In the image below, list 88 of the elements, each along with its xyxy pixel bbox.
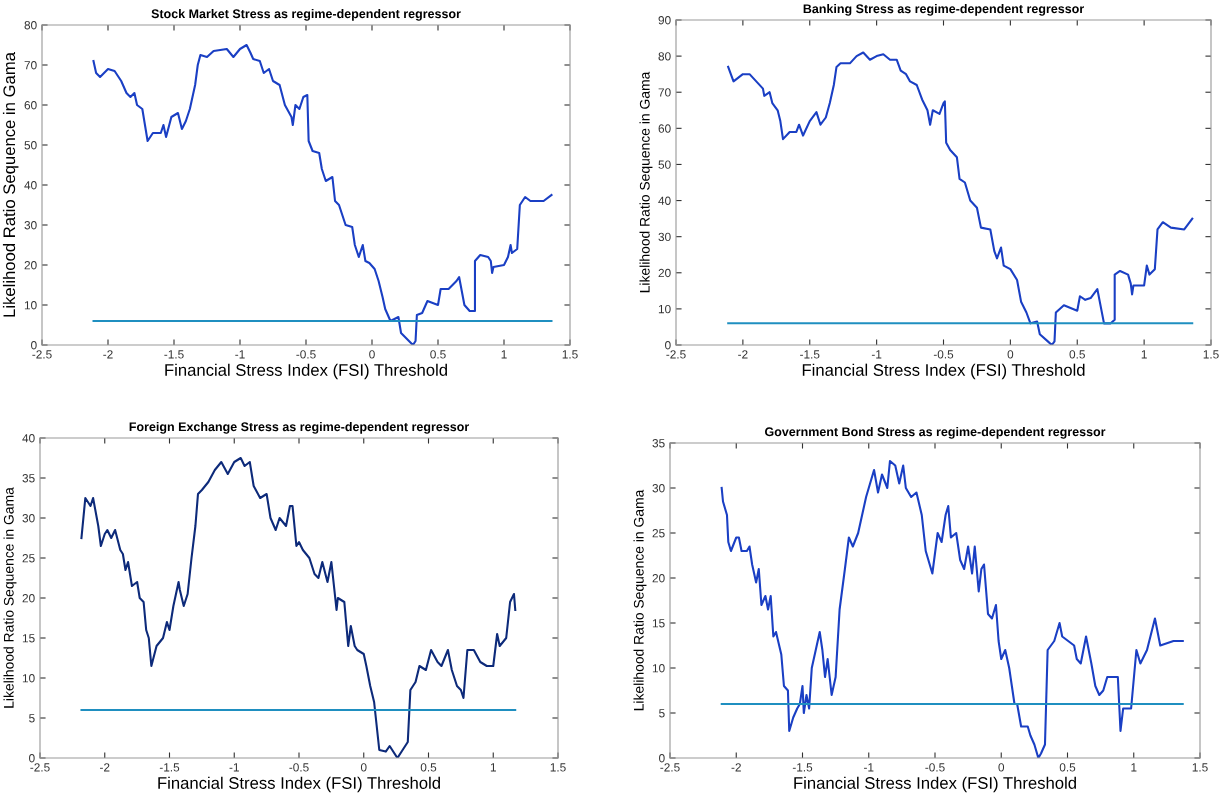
chart-title: Stock Market Stress as regime-dependent regressor	[151, 9, 461, 21]
y-tick-label: 10	[22, 674, 35, 683]
x-tick-label: -2	[100, 763, 110, 772]
y-tick-label: 25	[22, 554, 35, 563]
y-tick-label: 0	[665, 341, 671, 350]
y-tick-label: 70	[658, 88, 671, 97]
x-axis-title: Financial Stress Index (FSI) Threshold	[165, 363, 447, 380]
y-tick-label: 60	[658, 124, 671, 133]
y-tick-label: 40	[658, 196, 671, 205]
y-tick-label: 70	[24, 61, 37, 70]
x-tick-label: 1.5	[1203, 350, 1219, 359]
x-tick-label: -1	[229, 763, 239, 772]
chart-title: Government Bond Stress as regime-dependent regressor	[764, 427, 1106, 439]
x-tick-label: 0.5	[1069, 350, 1085, 359]
y-tick-label: 30	[652, 484, 665, 493]
y-tick-label: 35	[652, 439, 665, 448]
line-series	[80, 456, 517, 758]
x-tick-label: 1.5	[550, 763, 566, 772]
y-tick-label: 10	[652, 664, 665, 673]
y-tick-label: 15	[652, 619, 665, 628]
y-tick-label: 20	[652, 574, 665, 583]
y-axis-title: Likelihood Ratio Sequence in Gama	[633, 489, 647, 711]
x-axis-title: Financial Stress Index (FSI) Threshold	[802, 363, 1085, 380]
x-tick-label: 0.5	[430, 350, 446, 359]
y-tick-label: 40	[22, 434, 35, 443]
x-tick-label: 1.5	[562, 350, 578, 359]
x-tick-label: -2	[731, 763, 741, 772]
x-tick-label: -0.5	[296, 350, 316, 359]
y-tick-label: 0	[659, 754, 665, 763]
y-tick-label: 10	[658, 304, 671, 314]
x-axis-title: Financial Stress Index (FSI) Threshold	[158, 776, 440, 793]
x-tick-label: 1	[490, 763, 496, 772]
x-tick-label: 1	[501, 350, 507, 359]
y-tick-label: 0	[29, 754, 35, 763]
y-tick-label: 5	[659, 709, 665, 718]
y-tick-label: 35	[22, 474, 35, 483]
x-tick-label: 0	[998, 763, 1005, 772]
chart-title: Foreign Exchange Stress as regime-dependent regressor	[129, 422, 470, 434]
y-tick-label: 15	[22, 634, 35, 643]
y-tick-label: 40	[24, 181, 37, 190]
y-tick-label: 90	[658, 16, 671, 25]
x-tick-label: 0	[369, 350, 375, 359]
line-series	[92, 43, 553, 345]
x-tick-label: 0.5	[420, 763, 437, 772]
x-tick-label: -1	[871, 350, 882, 359]
y-tick-label: 30	[22, 514, 35, 523]
x-tick-label: 0	[1007, 350, 1014, 359]
x-tick-label: 0	[360, 763, 367, 772]
y-axis-title: Likelihood Ratio Sequence in Gama	[639, 71, 653, 293]
line-series	[727, 51, 1194, 345]
x-tick-label: -2.5	[30, 763, 50, 772]
x-tick-label: -2.5	[666, 350, 686, 359]
x-tick-label: -0.5	[289, 763, 309, 772]
x-tick-label: -2.5	[660, 763, 680, 772]
x-tick-label: -1	[235, 350, 245, 359]
y-tick-label: 0	[31, 341, 37, 350]
y-tick-label: 50	[658, 160, 671, 169]
y-tick-label: 80	[658, 52, 671, 61]
y-tick-label: 20	[658, 268, 671, 278]
x-tick-label: -2.5	[32, 350, 52, 359]
x-tick-label: -1	[864, 763, 874, 772]
chart-title: Banking Stress as regime-dependent regressor	[803, 4, 1084, 16]
x-tick-label: -2	[103, 350, 113, 359]
y-tick-label: 10	[24, 301, 37, 310]
y-tick-label: 20	[22, 594, 35, 603]
x-axis-title: Financial Stress Index (FSI) Threshold	[794, 776, 1076, 793]
x-tick-label: -0.5	[933, 350, 954, 359]
x-tick-label: -1.5	[800, 350, 820, 359]
y-tick-label: 30	[24, 221, 37, 230]
x-tick-label: 1	[1141, 350, 1147, 359]
x-tick-label: -2	[738, 350, 748, 359]
x-tick-label: 1.5	[1192, 763, 1208, 772]
line-series	[720, 459, 1184, 758]
x-tick-label: -1.5	[159, 763, 180, 772]
x-tick-label: -0.5	[925, 763, 945, 772]
x-tick-label: -1.5	[164, 350, 184, 359]
y-tick-label: 60	[24, 101, 37, 110]
y-axis-title: Likelihood Ratio Sequence in Gama	[2, 52, 19, 317]
x-tick-label: 0.5	[1059, 763, 1076, 772]
y-axis-title: Likelihood Ratio Sequence in Gama	[3, 487, 17, 708]
y-tick-label: 30	[658, 232, 671, 242]
x-tick-label: 1	[1131, 763, 1137, 772]
y-tick-label: 80	[24, 21, 37, 30]
y-tick-label: 25	[652, 529, 665, 538]
y-tick-label: 20	[24, 261, 37, 270]
x-tick-label: -1.5	[792, 763, 813, 772]
y-tick-label: 50	[24, 141, 37, 150]
y-tick-label: 5	[29, 714, 35, 723]
